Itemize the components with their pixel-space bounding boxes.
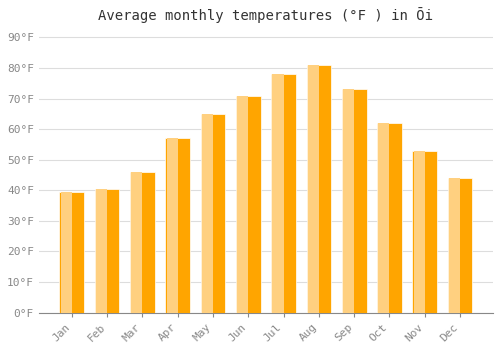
Bar	[306, 65, 331, 313]
Bar	[200, 114, 226, 313]
Bar	[166, 138, 190, 313]
Bar	[412, 150, 437, 313]
Bar	[343, 89, 354, 313]
Title: Average monthly temperatures (°F ) in Ōi: Average monthly temperatures (°F ) in Ōi	[98, 7, 433, 23]
Bar	[166, 138, 177, 313]
Bar	[378, 123, 390, 313]
Bar	[449, 178, 460, 313]
Bar	[132, 172, 142, 313]
Bar	[448, 178, 472, 313]
Bar	[236, 96, 260, 313]
Bar	[60, 192, 72, 313]
Bar	[60, 192, 84, 313]
Bar	[130, 172, 155, 313]
Bar	[308, 65, 319, 313]
Bar	[414, 150, 425, 313]
Bar	[377, 123, 402, 313]
Bar	[96, 189, 107, 313]
Bar	[237, 96, 248, 313]
Bar	[342, 89, 366, 313]
Bar	[94, 189, 120, 313]
Bar	[202, 114, 213, 313]
Bar	[271, 74, 296, 313]
Bar	[272, 74, 283, 313]
